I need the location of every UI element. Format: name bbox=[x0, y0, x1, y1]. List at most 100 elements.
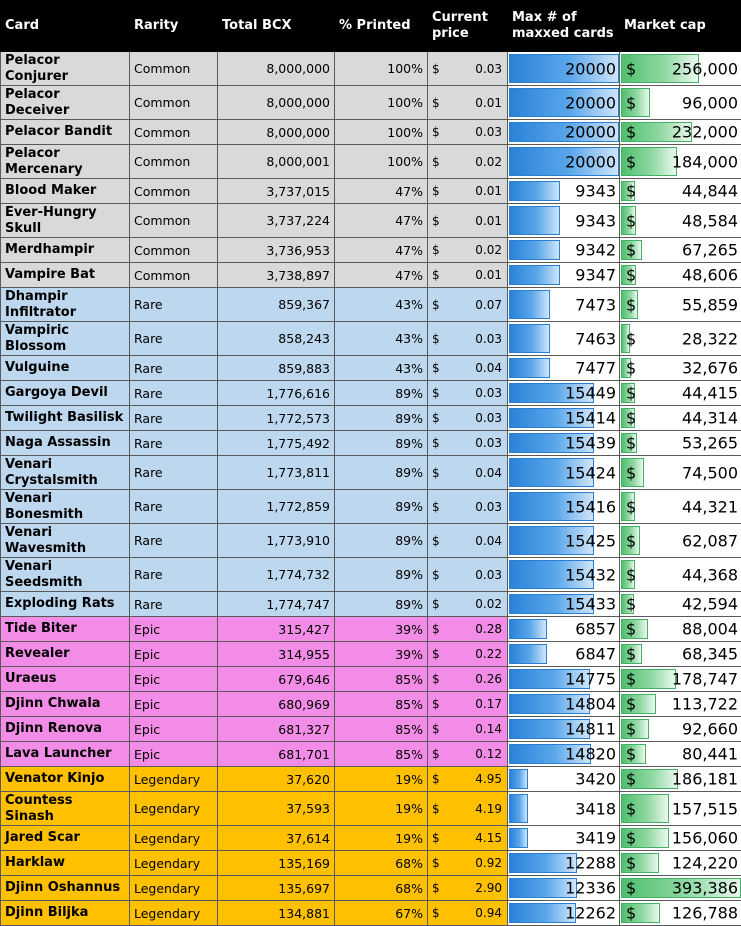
table-row[interactable]: Pelacor Conjurer Common 8,000,000 100% $0.03… bbox=[0, 51, 741, 86]
pct-printed-cell: 100% bbox=[334, 144, 428, 179]
pct-printed-cell: 43% bbox=[334, 355, 428, 381]
table-row[interactable]: Vulguine Rare 859,883 43% $0.04 7477 $32,676 bbox=[0, 355, 741, 381]
dollar-sign: $ bbox=[626, 644, 637, 664]
price-value: 0.02 bbox=[475, 243, 502, 257]
market-cap-value: 393,386 bbox=[671, 878, 738, 898]
market-cap-cell: $67,265 bbox=[619, 237, 741, 263]
market-cap-databar bbox=[621, 744, 646, 764]
rarity-cell: Rare bbox=[129, 405, 218, 431]
table-row[interactable]: Venari Crystalsmith Rare 1,773,811 89% $0.04… bbox=[0, 455, 741, 490]
header-current-price[interactable]: Current price bbox=[427, 0, 508, 52]
table-row[interactable]: Exploding Rats Rare 1,774,747 89% $0.02 15433… bbox=[0, 591, 741, 617]
table-row[interactable]: Blood Maker Common 3,737,015 47% $0.01 9343 $4… bbox=[0, 178, 741, 204]
total-bcx-cell: 681,327 bbox=[217, 716, 335, 742]
header-rarity[interactable]: Rarity bbox=[129, 0, 218, 52]
current-price-cell: $0.03 bbox=[427, 489, 508, 524]
pct-printed-cell: 89% bbox=[334, 557, 428, 592]
price-value: 4.95 bbox=[475, 772, 502, 786]
table-row[interactable]: Uraeus Epic 679,646 85% $0.26 14775 $178,747 bbox=[0, 666, 741, 692]
total-bcx-cell: 3,736,953 bbox=[217, 237, 335, 263]
dollar-sign: $ bbox=[432, 361, 440, 375]
table-row[interactable]: Pelacor Bandit Common 8,000,000 100% $0.03 20… bbox=[0, 119, 741, 145]
dollar-sign: $ bbox=[626, 59, 637, 78]
market-cap-value: 156,060 bbox=[671, 828, 738, 848]
table-header: Card Rarity Total BCX % Printed Current … bbox=[0, 0, 741, 52]
table-row[interactable]: Gargoya Devil Rare 1,776,616 89% $0.03 15449 $… bbox=[0, 380, 741, 406]
table-row[interactable]: Vampiric Blossom Rare 858,243 43% $0.03 7463 $… bbox=[0, 321, 741, 356]
market-cap-value: 256,000 bbox=[671, 59, 738, 78]
current-price-cell: $0.26 bbox=[427, 666, 508, 692]
table-row[interactable]: Pelacor Mercenary Common 8,000,001 100% $0.0… bbox=[0, 144, 741, 179]
rarity-cell: Common bbox=[129, 144, 218, 179]
market-cap-value: 68,345 bbox=[682, 644, 738, 664]
pct-printed-cell: 47% bbox=[334, 178, 428, 204]
market-cap-cell: $53,265 bbox=[619, 430, 741, 456]
table-row[interactable]: Vampire Bat Common 3,738,897 47% $0.01 9347 $4… bbox=[0, 262, 741, 288]
dollar-sign: $ bbox=[432, 125, 440, 139]
table-row[interactable]: Venari Wavesmith Rare 1,773,910 89% $0.04 154… bbox=[0, 523, 741, 558]
card-name: Merdhampir bbox=[0, 237, 130, 263]
table-row[interactable]: Harklaw Legendary 135,169 68% $0.92 12288 $124… bbox=[0, 850, 741, 876]
header-card[interactable]: Card bbox=[0, 0, 130, 52]
table-row[interactable]: Twilight Basilisk Rare 1,772,573 89% $0.03 15… bbox=[0, 405, 741, 431]
table-row[interactable]: Lava Launcher Epic 681,701 85% $0.12 14820 $80… bbox=[0, 741, 741, 767]
dollar-sign: $ bbox=[626, 531, 637, 550]
max-maxxed-cards-cell: 15425 bbox=[507, 523, 620, 558]
rarity-cell: Legendary bbox=[129, 825, 218, 851]
table-row[interactable]: Naga Assassin Rare 1,775,492 89% $0.03 15439 $… bbox=[0, 430, 741, 456]
table-row[interactable]: Tide Biter Epic 315,427 39% $0.28 6857 $88,004 bbox=[0, 616, 741, 642]
header-pct-printed[interactable]: % Printed bbox=[334, 0, 428, 52]
dollar-sign: $ bbox=[626, 152, 637, 171]
table-row[interactable]: Djinn Biljka Legendary 134,881 67% $0.94 1226… bbox=[0, 900, 741, 926]
max-cards-databar bbox=[509, 619, 547, 639]
table-row[interactable]: Venari Bonesmith Rare 1,772,859 89% $0.03 154… bbox=[0, 489, 741, 524]
table-row[interactable]: Ever-Hungry Skull Common 3,737,224 47% $0.01… bbox=[0, 203, 741, 238]
card-name: Venari Seedsmith bbox=[0, 557, 130, 592]
table-row[interactable]: Djinn Chwala Epic 680,969 85% $0.17 14804 $113… bbox=[0, 691, 741, 717]
table-row[interactable]: Djinn Renova Epic 681,327 85% $0.14 14811 $92,… bbox=[0, 716, 741, 742]
market-cap-databar bbox=[621, 240, 642, 260]
market-cap-databar bbox=[621, 358, 631, 378]
table-row[interactable]: Countess Sinash Legendary 37,593 19% $4.19 34… bbox=[0, 791, 741, 826]
table-row[interactable]: Merdhampir Common 3,736,953 47% $0.02 9342 $67… bbox=[0, 237, 741, 263]
current-price-cell: $0.94 bbox=[427, 900, 508, 926]
max-maxxed-cards-cell: 15416 bbox=[507, 489, 620, 524]
card-name: Pelacor Deceiver bbox=[0, 85, 130, 120]
market-cap-cell: $96,000 bbox=[619, 85, 741, 120]
market-cap-cell: $88,004 bbox=[619, 616, 741, 642]
table-row[interactable]: Dhampir Infiltrator Rare 859,367 43% $0.07 74… bbox=[0, 287, 741, 322]
table-row[interactable]: Venari Seedsmith Rare 1,774,732 89% $0.03 154… bbox=[0, 557, 741, 592]
card-name: Uraeus bbox=[0, 666, 130, 692]
header-market-cap[interactable]: Market cap bbox=[619, 0, 741, 52]
card-name: Venari Bonesmith bbox=[0, 489, 130, 524]
market-cap-databar bbox=[621, 619, 648, 639]
total-bcx-cell: 3,737,224 bbox=[217, 203, 335, 238]
pct-printed-cell: 100% bbox=[334, 51, 428, 86]
table-row[interactable]: Revealer Epic 314,955 39% $0.22 6847 $68,345 bbox=[0, 641, 741, 667]
dollar-sign: $ bbox=[626, 93, 637, 112]
price-value: 0.03 bbox=[475, 567, 502, 582]
dollar-sign: $ bbox=[626, 181, 637, 201]
table-row[interactable]: Pelacor Deceiver Common 8,000,000 100% $0.01… bbox=[0, 85, 741, 120]
header-total-bcx[interactable]: Total BCX bbox=[217, 0, 335, 52]
current-price-cell: $0.03 bbox=[427, 405, 508, 431]
table-row[interactable]: Venator Kinjo Legendary 37,620 19% $4.95 3420… bbox=[0, 766, 741, 792]
max-maxxed-cards-cell: 6857 bbox=[507, 616, 620, 642]
max-cards-databar bbox=[509, 240, 560, 260]
price-value: 0.03 bbox=[475, 499, 502, 514]
max-maxxed-cards-cell: 12262 bbox=[507, 900, 620, 926]
total-bcx-cell: 314,955 bbox=[217, 641, 335, 667]
table-row[interactable]: Djinn Oshannus Legendary 135,697 68% $2.90 12… bbox=[0, 875, 741, 901]
max-maxxed-cards-cell: 20000 bbox=[507, 85, 620, 120]
rarity-cell: Common bbox=[129, 237, 218, 263]
max-cards-databar bbox=[509, 408, 594, 428]
table-row[interactable]: Jared Scar Legendary 37,614 19% $4.15 3419 $15… bbox=[0, 825, 741, 851]
max-cards-databar bbox=[509, 878, 577, 898]
dollar-sign: $ bbox=[432, 622, 440, 636]
market-cap-value: 88,004 bbox=[682, 619, 738, 639]
header-max-maxxed-cards[interactable]: Max # of maxxed cards bbox=[507, 0, 620, 52]
pct-printed-cell: 67% bbox=[334, 900, 428, 926]
current-price-cell: $0.01 bbox=[427, 85, 508, 120]
max-maxxed-cards-cell: 9347 bbox=[507, 262, 620, 288]
rarity-cell: Rare bbox=[129, 321, 218, 356]
